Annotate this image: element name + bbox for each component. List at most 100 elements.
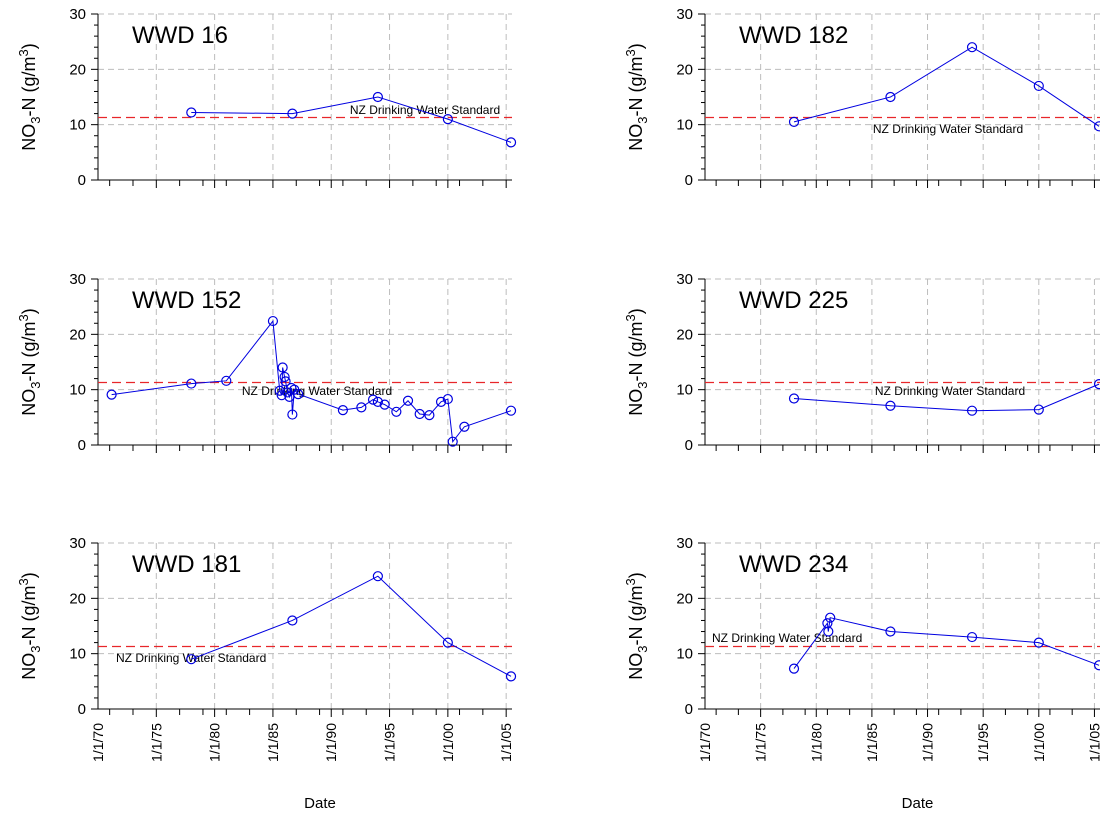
y-tick-label: 20 <box>676 326 693 343</box>
y-tick-label: 0 <box>78 172 86 189</box>
standard-label: NZ Drinking Water Standard <box>116 651 266 665</box>
data-point <box>293 388 304 400</box>
data-point <box>276 390 287 401</box>
data-point <box>356 402 367 413</box>
data-point <box>337 405 349 416</box>
chart-title: WWD 16 <box>132 22 228 49</box>
data-point <box>1093 379 1100 390</box>
data-point <box>287 409 298 420</box>
data-point <box>505 405 517 416</box>
y-axis-label-part: ) <box>19 572 39 578</box>
chart-panel-5: 0 10 20 30 1/1/70 1/1/75 1/1/80 1/1/85 1/1/90 1/1… <box>16 535 517 812</box>
data-point <box>424 410 435 421</box>
y-axis-label-part: ) <box>19 43 39 49</box>
data-point <box>186 378 197 389</box>
data-point <box>186 107 197 118</box>
data-point <box>287 615 298 626</box>
y-axis-label: NO3-N (g/m3) <box>623 43 650 150</box>
data-point <box>1093 121 1100 132</box>
data-point <box>885 91 896 103</box>
y-axis-label-part: NO <box>626 653 646 680</box>
data-point <box>1033 80 1044 92</box>
y-axis-label-part: NO <box>19 389 39 416</box>
standard-label: NZ Drinking Water Standard <box>350 103 500 117</box>
data-point <box>788 116 800 128</box>
y-tick-label: 20 <box>69 61 86 78</box>
data-point <box>822 618 833 629</box>
data-point <box>221 375 232 386</box>
y-axis-label-part: 3 <box>16 578 31 585</box>
y-tick-label: 0 <box>78 701 86 718</box>
data-point <box>106 389 117 400</box>
y-axis-label-part: 3 <box>635 117 650 124</box>
chart-title: WWD 234 <box>739 551 848 578</box>
y-axis-label-part: 3 <box>623 314 638 321</box>
y-tick-label: 0 <box>78 437 86 454</box>
y-axis-label-part: ) <box>626 308 646 314</box>
data-point <box>442 393 453 405</box>
y-axis-label-part: -N (g/m <box>626 586 646 646</box>
y-axis-label: NO3-N (g/m3) <box>16 43 43 150</box>
data-point <box>442 637 453 648</box>
y-tick-label: 0 <box>685 701 693 718</box>
y-tick-label: 10 <box>676 117 693 134</box>
y-axis-label-part: 3 <box>28 382 43 389</box>
chart-title: WWD 182 <box>739 22 848 49</box>
y-axis-label-part: ) <box>626 572 646 578</box>
y-axis-label-part: 3 <box>635 382 650 389</box>
y-tick-label: 30 <box>676 6 693 23</box>
x-tick-label: 1/1/85 <box>864 723 880 762</box>
data-point <box>277 362 288 373</box>
x-tick-label: 1/1/75 <box>753 723 769 762</box>
x-tick-label: 1/1/05 <box>1086 723 1100 762</box>
y-axis-label-part: NO <box>626 389 646 416</box>
data-point <box>391 406 402 417</box>
y-axis-label-part: 3 <box>16 49 31 56</box>
data-point <box>823 626 834 637</box>
x-tick-label: 1/1/05 <box>498 723 514 762</box>
y-axis-label-part: ) <box>626 43 646 49</box>
y-axis-label-part: 3 <box>16 314 31 321</box>
series-line <box>191 575 512 677</box>
data-point <box>372 396 383 407</box>
y-axis-label-part: NO <box>19 653 39 680</box>
y-tick-label: 30 <box>676 271 693 288</box>
data-point <box>379 399 390 410</box>
y-tick-label: 20 <box>676 61 693 78</box>
y-axis-label-part: 3 <box>28 117 43 124</box>
x-tick-label: 1/1/70 <box>90 723 106 762</box>
y-tick-label: 10 <box>69 117 86 134</box>
y-tick-label: 30 <box>69 535 86 552</box>
y-tick-label: 10 <box>69 646 86 663</box>
data-point <box>442 114 453 125</box>
y-tick-label: 20 <box>69 590 86 607</box>
series-line <box>793 617 1100 669</box>
x-tick-label: 1/1/70 <box>697 723 713 762</box>
y-axis-label-part: 3 <box>635 646 650 653</box>
data-point <box>186 654 197 665</box>
data-point <box>435 396 447 407</box>
data-point <box>1033 637 1044 648</box>
y-axis-label-part: NO <box>19 124 39 151</box>
data-point <box>966 42 978 53</box>
data-point <box>885 626 896 637</box>
y-axis-label: NO3-N (g/m3) <box>16 308 43 415</box>
data-point <box>372 571 383 582</box>
y-axis-label: NO3-N (g/m3) <box>623 308 650 415</box>
y-tick-label: 30 <box>676 535 693 552</box>
y-tick-label: 20 <box>69 326 86 343</box>
data-point <box>459 421 470 432</box>
y-axis-label-part: -N (g/m <box>19 57 39 117</box>
x-tick-label: 1/1/00 <box>1031 723 1047 762</box>
x-tick-label: 1/1/75 <box>148 723 164 762</box>
y-tick-label: 0 <box>685 437 693 454</box>
data-point <box>414 408 425 420</box>
chart-panel-6: 0 10 20 30 1/1/70 1/1/75 1/1/80 1/1/85 1/1/90 1/1… <box>623 535 1100 812</box>
data-point <box>367 394 379 405</box>
chart-title: WWD 181 <box>132 551 241 578</box>
series-line <box>191 96 512 143</box>
y-axis-label: NO3-N (g/m3) <box>16 572 43 679</box>
